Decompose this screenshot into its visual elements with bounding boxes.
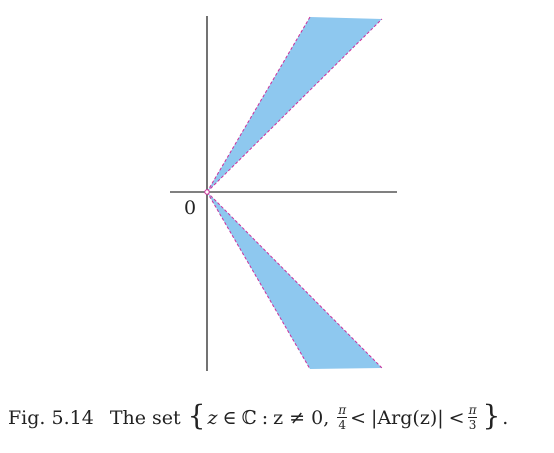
upper-sector-boundary-pi-over-3: [206, 16, 311, 193]
fraction-numerator: π: [467, 402, 478, 418]
fraction-denominator: 4: [338, 417, 346, 432]
element-of-symbol: ∈: [222, 407, 237, 429]
fraction-denominator: 3: [468, 417, 477, 432]
fraction-pi-over-3: π 3: [467, 402, 478, 432]
lower-sector-boundary-pi-over-3: [206, 191, 311, 370]
caption-period: .: [502, 407, 509, 429]
caption-label: Fig. 5.14: [8, 407, 94, 429]
upper-sector-boundary-pi-over-4: [206, 18, 383, 193]
less-than-symbol-2: <: [448, 407, 465, 429]
figure-caption: Fig. 5.14 The set { z ∈ ℂ : z ≠ 0, π 4 <…: [8, 398, 554, 438]
close-brace: }: [482, 399, 501, 432]
complex-numbers-symbol: ℂ: [241, 407, 257, 429]
nonzero-condition: z ≠ 0,: [273, 407, 330, 429]
fraction-numerator: π: [337, 402, 348, 418]
arg-expression: |Arg(z)|: [371, 407, 444, 429]
fraction-pi-over-4: π 4: [337, 402, 348, 432]
set-variable: z: [207, 407, 218, 429]
less-than-symbol: <: [350, 407, 367, 429]
origin-label: 0: [184, 197, 196, 219]
lower-sector-boundary-pi-over-4: [206, 191, 383, 369]
open-brace: {: [187, 399, 206, 432]
such-that-colon: :: [261, 407, 269, 429]
caption-text: The set: [109, 407, 181, 429]
origin-point: [204, 189, 210, 195]
